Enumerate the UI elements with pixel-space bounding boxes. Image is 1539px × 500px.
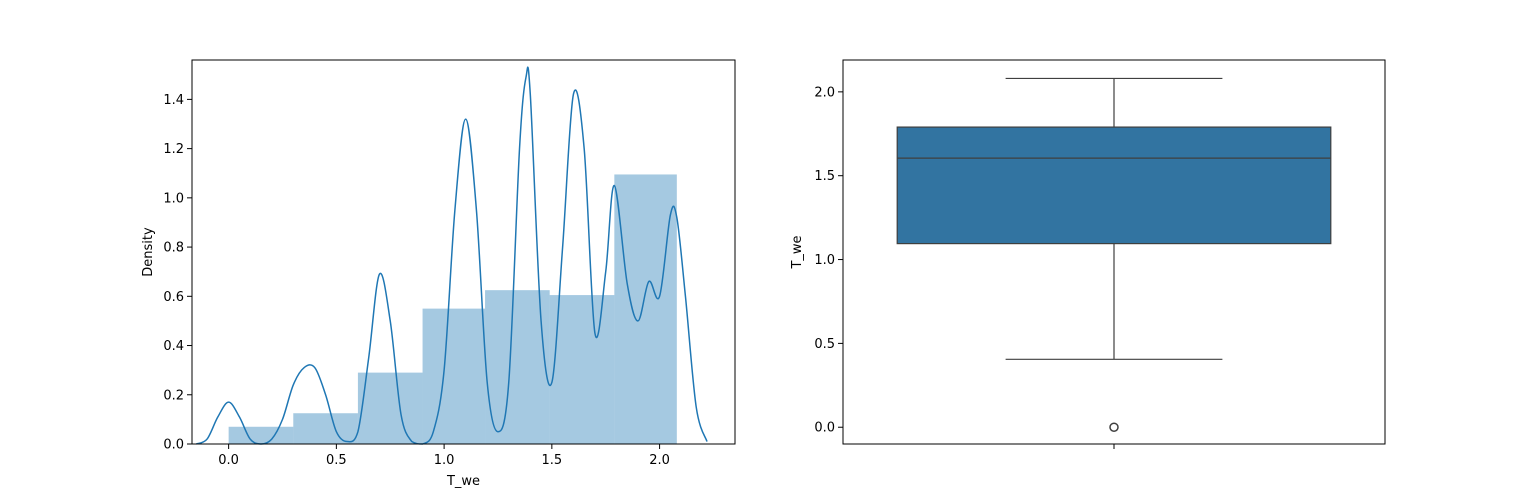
histogram-bar-2	[357, 372, 423, 444]
histogram-y-tick-label: 0.8	[163, 241, 184, 256]
histogram-chart: 0.0 0.5 1.0 1.5 2.0 0.0 0.2 0.4 0.6 0.8 1.0 1.2 1.4…	[141, 59, 736, 489]
histogram-axes-frame	[191, 59, 736, 445]
histogram-bar-4	[485, 290, 550, 444]
histogram-x-tick-label: 0.5	[326, 453, 347, 468]
histogram-y-axis-label: Density	[141, 227, 156, 277]
histogram-y-tick-label: 0.6	[163, 290, 184, 305]
histogram-x-tick-label: 1.5	[542, 453, 563, 468]
histogram-x-ticks: 0.0 0.5 1.0 1.5 2.0	[218, 444, 670, 468]
kde-curve	[195, 66, 708, 445]
histogram-y-tick-label: 0.4	[163, 339, 184, 354]
boxplot-y-tick-label: 0.5	[814, 337, 835, 352]
boxplot-y-axis-label: T_we	[790, 235, 805, 269]
histogram-y-tick-label: 1.2	[163, 142, 184, 157]
histogram-y-tick-label: 1.4	[163, 93, 184, 108]
boxplot-y-ticks: 0.0 0.5 1.0 1.5 2.0	[814, 85, 843, 436]
histogram-bar-6	[614, 174, 677, 444]
boxplot-y-tick-label: 1.5	[814, 169, 835, 184]
histogram-y-ticks: 0.0 0.2 0.4 0.6 0.8 1.0 1.2 1.4	[163, 93, 192, 453]
histogram-x-tick-label: 2.0	[649, 453, 670, 468]
histogram-x-tick-label: 1.0	[434, 453, 455, 468]
histogram-bar-0	[228, 426, 294, 444]
boxplot-y-tick-label: 1.0	[814, 253, 835, 268]
histogram-bar-3	[422, 308, 486, 444]
histogram-y-tick-label: 0.0	[163, 438, 184, 453]
histogram-y-tick-label: 0.2	[163, 388, 184, 403]
histogram-bar-5	[549, 295, 615, 444]
histogram-x-axis-label: T_we	[446, 474, 480, 489]
boxplot-elements	[896, 77, 1332, 432]
boxplot-chart: 0.0 0.5 1.0 1.5 2.0 T_we	[790, 59, 1386, 449]
boxplot-y-tick-label: 0.0	[814, 421, 835, 436]
histogram-y-tick-label: 1.0	[163, 191, 184, 206]
outlier-point	[1109, 422, 1119, 432]
histogram-x-tick-label: 0.0	[218, 453, 239, 468]
histogram-bars	[228, 174, 677, 444]
boxplot-y-tick-label: 2.0	[814, 85, 835, 100]
interquartile-box	[896, 126, 1332, 245]
histogram-bar-1	[293, 413, 358, 444]
